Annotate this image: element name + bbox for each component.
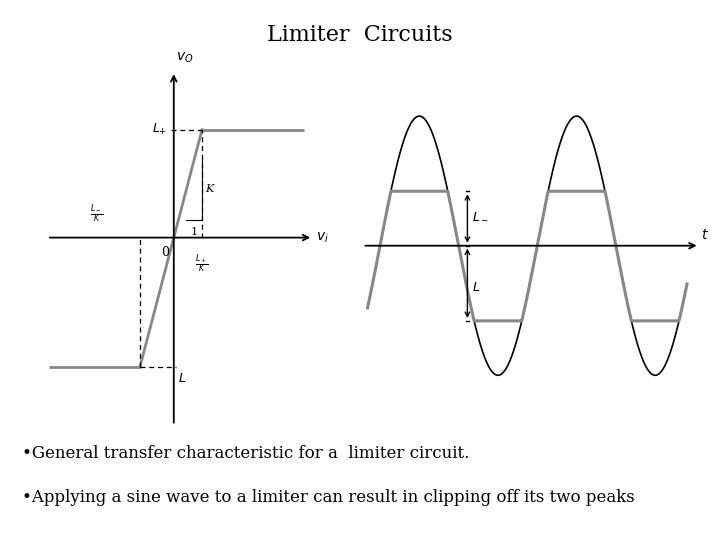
Text: $\frac{L_+}{K}$: $\frac{L_+}{K}$ — [195, 253, 209, 275]
Text: $v_i$: $v_i$ — [315, 231, 328, 245]
Text: K: K — [205, 185, 213, 194]
Text: $L$: $L$ — [178, 372, 186, 384]
Text: $t$: $t$ — [701, 228, 708, 242]
Text: •Applying a sine wave to a limiter can result in clipping off its two peaks: •Applying a sine wave to a limiter can r… — [22, 489, 634, 505]
Text: $L$: $L$ — [472, 281, 480, 294]
Text: $\frac{L_-}{K}$: $\frac{L_-}{K}$ — [90, 202, 103, 225]
Text: 1: 1 — [191, 227, 198, 237]
Text: •General transfer characteristic for a  limiter circuit.: •General transfer characteristic for a l… — [22, 446, 469, 462]
Text: $L_-$: $L_-$ — [472, 210, 489, 222]
Text: $L_{+}$: $L_{+}$ — [152, 122, 168, 137]
Text: $v_O$: $v_O$ — [176, 50, 194, 65]
Text: 0: 0 — [161, 246, 168, 259]
Text: Limiter  Circuits: Limiter Circuits — [267, 24, 453, 46]
